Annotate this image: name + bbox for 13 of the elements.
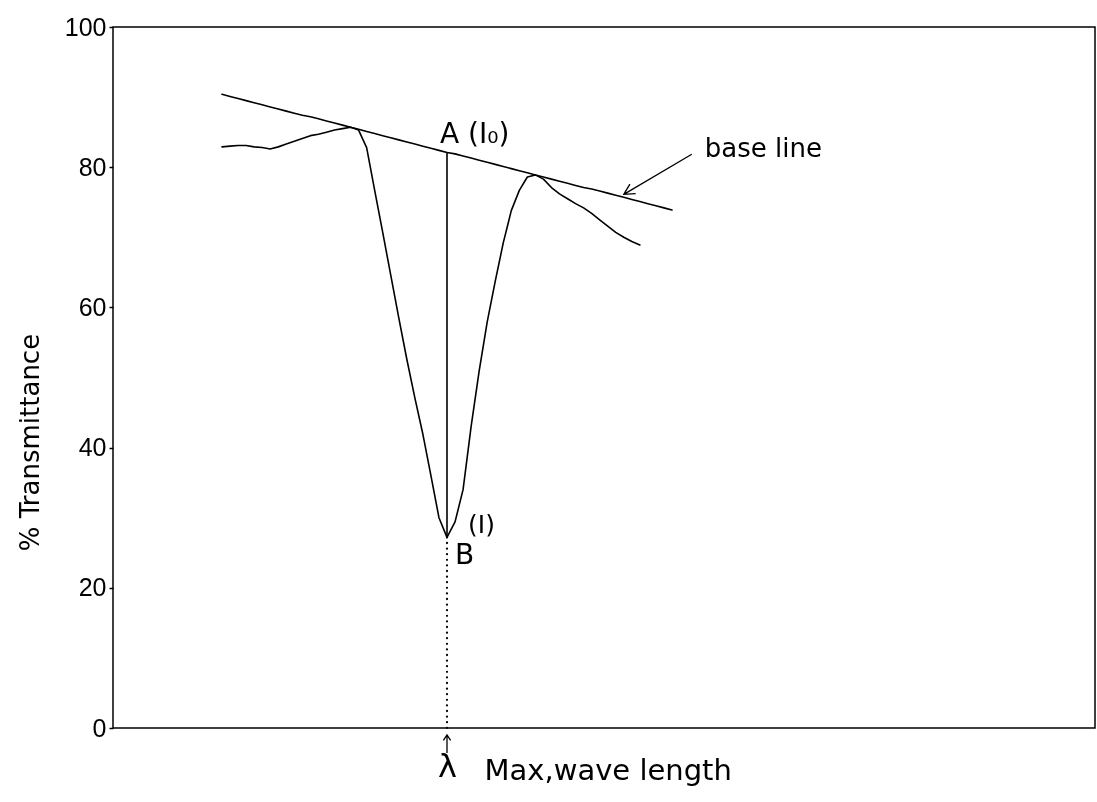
y-axis-title: % Transmittance [14,333,45,552]
y-tick-label: 60 [78,292,107,321]
y-tick-label: 40 [78,433,107,462]
x-axis-title: Max,wave length [484,752,732,787]
y-tick-label: 0 [92,713,107,742]
y-tick-label: 20 [78,573,107,602]
annotation: (I) [468,510,495,540]
annotation: B [455,538,475,572]
y-tick-label: 100 [64,12,107,41]
y-tick-label: 80 [78,152,107,181]
x-tick-label: λ [438,746,457,785]
annotation: A (I₀) [440,117,510,151]
text: base line [704,133,822,164]
